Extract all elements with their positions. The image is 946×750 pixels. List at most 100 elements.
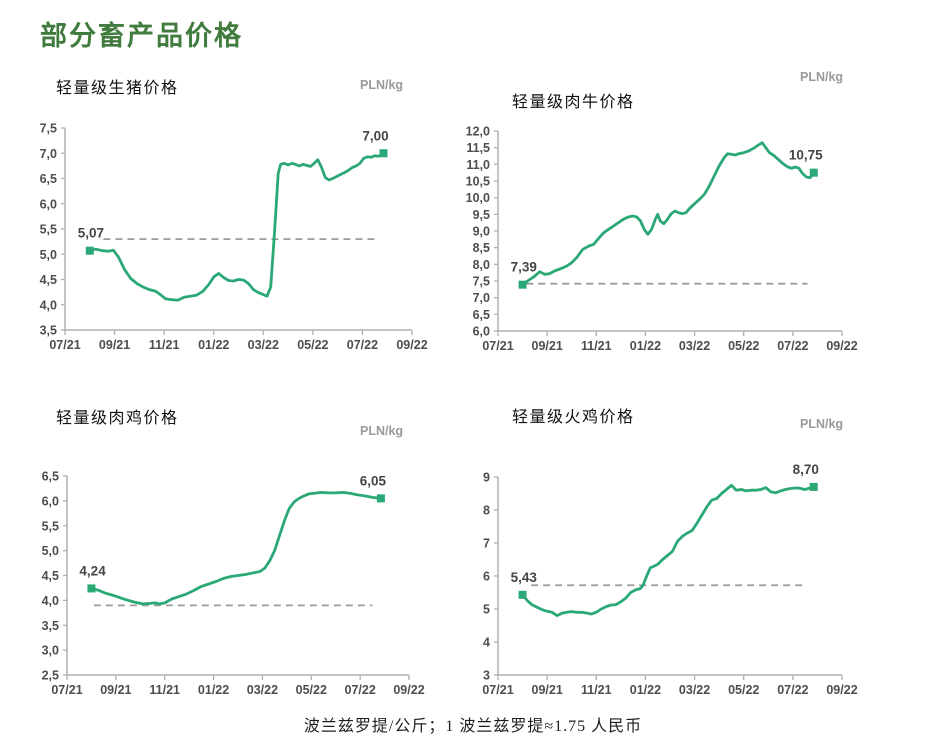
svg-text:7,5: 7,5 bbox=[473, 275, 490, 289]
beef-price-chart: 6,0 6,5 7,0 7,5 8,0 8,5 9,0 9,5 10,0 10,5 11,0 11,5… bbox=[450, 62, 896, 362]
svg-text:09/21: 09/21 bbox=[532, 339, 563, 353]
chart-title-beef: 轻量级肉牛价格 bbox=[512, 94, 635, 111]
svg-text:09/21: 09/21 bbox=[99, 338, 130, 352]
chart-title-pig: 轻量级生猪价格 bbox=[56, 80, 179, 97]
end-marker bbox=[376, 494, 385, 503]
end-marker bbox=[809, 482, 818, 491]
svg-text:3,5: 3,5 bbox=[42, 619, 59, 633]
price-line bbox=[521, 483, 816, 618]
svg-text:09/22: 09/22 bbox=[396, 338, 427, 352]
broiler-price-plot: 2,5 3,0 3,5 4,0 4,5 5,0 5,5 6,0 6,5 07/21 09/21 11/… bbox=[42, 470, 425, 698]
svg-text:07/21: 07/21 bbox=[51, 683, 82, 697]
svg-text:03/22: 03/22 bbox=[248, 338, 279, 352]
svg-text:09/22: 09/22 bbox=[826, 683, 857, 697]
svg-text:5,0: 5,0 bbox=[42, 544, 59, 558]
svg-text:11/21: 11/21 bbox=[149, 338, 180, 352]
svg-text:5,0: 5,0 bbox=[40, 248, 57, 262]
start-value-label: 5,07 bbox=[78, 226, 104, 241]
svg-text:8: 8 bbox=[483, 504, 490, 518]
svg-text:09/21: 09/21 bbox=[100, 683, 131, 697]
svg-text:4,5: 4,5 bbox=[42, 569, 59, 583]
svg-text:8,5: 8,5 bbox=[473, 241, 490, 255]
svg-text:07/22: 07/22 bbox=[777, 339, 808, 353]
svg-text:05/22: 05/22 bbox=[728, 683, 759, 697]
svg-text:7: 7 bbox=[483, 537, 490, 551]
end-marker bbox=[809, 168, 818, 177]
svg-text:09/22: 09/22 bbox=[826, 339, 857, 353]
svg-text:01/22: 01/22 bbox=[198, 338, 229, 352]
svg-text:6,0: 6,0 bbox=[473, 325, 490, 339]
price-line bbox=[88, 151, 385, 302]
start-value-label: 4,24 bbox=[79, 563, 106, 578]
svg-text:11/21: 11/21 bbox=[581, 683, 612, 697]
start-marker bbox=[518, 280, 527, 289]
y-axis-ticks: 2,5 3,0 3,5 4,0 4,5 5,0 5,5 6,0 6,5 bbox=[42, 470, 67, 683]
end-value-label: 7,00 bbox=[362, 128, 388, 143]
svg-text:03/22: 03/22 bbox=[247, 683, 278, 697]
end-value-label: 6,05 bbox=[360, 473, 387, 488]
price-line bbox=[521, 141, 816, 287]
x-axis-ticks: 07/21 09/21 11/21 01/22 03/22 05/22 07/22 09/22 bbox=[51, 675, 425, 697]
end-value-label: 10,75 bbox=[789, 148, 823, 163]
svg-text:8,0: 8,0 bbox=[473, 258, 490, 272]
svg-text:4,5: 4,5 bbox=[40, 273, 57, 287]
svg-text:6: 6 bbox=[483, 570, 490, 584]
y-axis-ticks: 3 4 5 6 7 8 9 bbox=[483, 471, 498, 683]
svg-text:3,0: 3,0 bbox=[42, 644, 59, 658]
svg-text:11/21: 11/21 bbox=[149, 683, 180, 697]
y-axis-ticks: 6,0 6,5 7,0 7,5 8,0 8,5 9,0 9,5 10,0 10,5 11,0 11,5… bbox=[466, 125, 498, 339]
svg-text:3,5: 3,5 bbox=[40, 324, 57, 338]
start-value-label: 7,39 bbox=[511, 260, 537, 275]
turkey-price-chart: 3 4 5 6 7 8 9 07/21 09/21 11/21 01/22 03/22 05/22 07/… bbox=[450, 390, 896, 720]
page-title: 部分畜产品价格 bbox=[40, 21, 243, 51]
y-axis-ticks: 3,5 4,0 4,5 5,0 5,5 6,0 6,5 7,0 7,5 bbox=[40, 122, 65, 338]
svg-text:07/21: 07/21 bbox=[482, 683, 513, 697]
svg-text:3: 3 bbox=[483, 669, 490, 683]
svg-text:9,0: 9,0 bbox=[473, 225, 490, 239]
pig-price-chart: 3,5 4,0 4,5 5,0 5,5 6,0 6,5 7,0 7,5 07/21 09/21 11/… bbox=[8, 62, 448, 362]
svg-text:07/21: 07/21 bbox=[482, 339, 513, 353]
end-value-label: 8,70 bbox=[793, 462, 819, 477]
end-marker bbox=[379, 149, 388, 158]
start-value-label: 5,43 bbox=[511, 570, 538, 585]
svg-text:05/22: 05/22 bbox=[297, 338, 328, 352]
svg-text:11,5: 11,5 bbox=[466, 141, 490, 155]
svg-text:5,5: 5,5 bbox=[42, 519, 59, 533]
pig-price-plot: 3,5 4,0 4,5 5,0 5,5 6,0 6,5 7,0 7,5 07/21 09/21 11/… bbox=[40, 122, 428, 353]
svg-text:07/22: 07/22 bbox=[345, 683, 376, 697]
axes bbox=[64, 128, 412, 331]
unit-label: PLN/kg bbox=[360, 78, 404, 92]
svg-text:6,0: 6,0 bbox=[42, 494, 59, 508]
svg-text:07/21: 07/21 bbox=[49, 338, 80, 352]
svg-text:6,5: 6,5 bbox=[40, 172, 57, 186]
svg-text:07/22: 07/22 bbox=[777, 683, 808, 697]
svg-text:12,0: 12,0 bbox=[466, 125, 490, 139]
svg-text:11,0: 11,0 bbox=[466, 158, 490, 172]
svg-text:03/22: 03/22 bbox=[679, 339, 710, 353]
svg-text:5: 5 bbox=[483, 603, 490, 617]
start-marker bbox=[518, 590, 527, 599]
svg-text:9,5: 9,5 bbox=[473, 208, 490, 222]
x-axis-ticks: 07/21 09/21 11/21 01/22 03/22 05/22 07/22 09/22 bbox=[49, 330, 428, 352]
svg-text:7,0: 7,0 bbox=[473, 291, 490, 305]
svg-text:05/22: 05/22 bbox=[296, 683, 327, 697]
price-line bbox=[90, 491, 383, 606]
svg-text:07/22: 07/22 bbox=[347, 338, 378, 352]
svg-text:6,0: 6,0 bbox=[40, 197, 57, 211]
svg-text:7,0: 7,0 bbox=[40, 147, 57, 161]
currency-note: 波兰兹罗提/公斤；1 波兰兹罗提≈1.75 人民币 bbox=[303, 718, 643, 735]
svg-text:01/22: 01/22 bbox=[630, 683, 661, 697]
svg-text:10,5: 10,5 bbox=[466, 175, 490, 189]
svg-text:7,5: 7,5 bbox=[40, 122, 57, 136]
svg-text:6,5: 6,5 bbox=[42, 470, 59, 484]
svg-text:2,5: 2,5 bbox=[42, 669, 59, 683]
svg-text:01/22: 01/22 bbox=[630, 339, 661, 353]
chart-title-broiler: 轻量级肉鸡价格 bbox=[56, 410, 179, 427]
broiler-price-chart: 2,5 3,0 3,5 4,0 4,5 5,0 5,5 6,0 6,5 07/21 09/21 11/… bbox=[8, 390, 448, 720]
unit-label: PLN/kg bbox=[800, 70, 844, 84]
x-axis-ticks: 07/21 09/21 11/21 01/22 03/22 05/22 07/22 09/22 bbox=[482, 675, 858, 697]
axes bbox=[497, 477, 842, 676]
svg-text:09/22: 09/22 bbox=[393, 683, 424, 697]
svg-text:01/22: 01/22 bbox=[198, 683, 229, 697]
